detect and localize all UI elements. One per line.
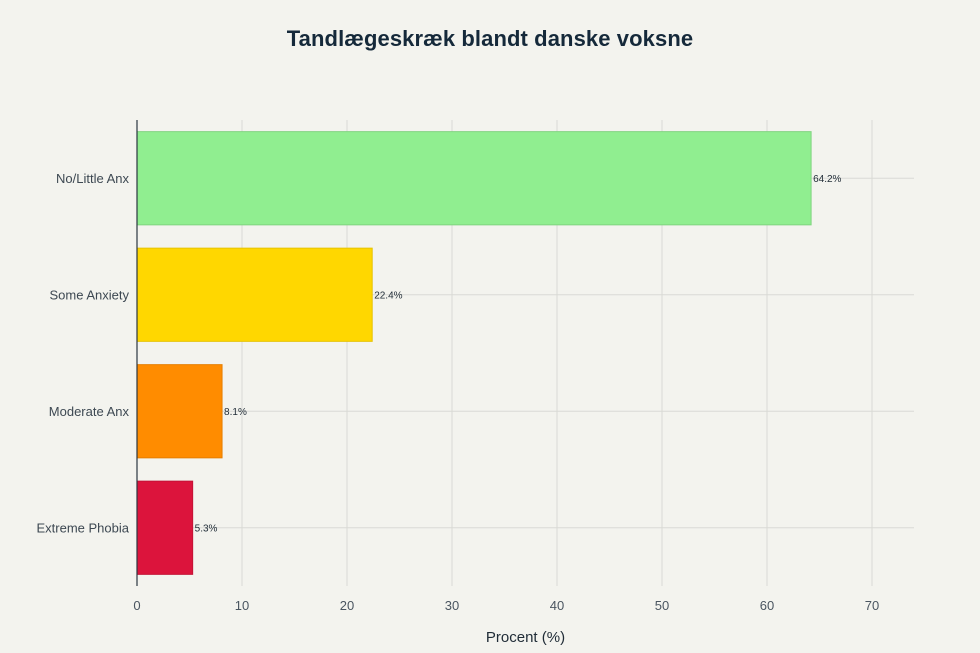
data-label: 64.2% (813, 174, 841, 185)
bar (136, 480, 194, 575)
x-axis-title: Procent (%) (486, 629, 565, 646)
labels: 0 10 20 30 40 50 60 70 No/Little Anx 64.2% Some An… (37, 171, 880, 613)
x-tick-label: 50 (655, 598, 669, 613)
x-tick-label: 70 (865, 598, 879, 613)
bar (136, 131, 812, 226)
category-label: Some Anxiety (50, 287, 130, 302)
x-tick-label: 40 (550, 598, 564, 613)
x-tick-label: 0 (133, 598, 140, 613)
data-label: 5.3% (195, 523, 218, 534)
x-tick-label: 60 (760, 598, 774, 613)
bar (136, 247, 373, 342)
category-label: No/Little Anx (56, 171, 129, 186)
category-label: Extreme Phobia (37, 520, 130, 535)
chart-title: Tandlægeskræk blandt danske voksne (286, 26, 694, 51)
bars (136, 131, 812, 575)
data-label: 8.1% (224, 407, 247, 418)
bar (136, 364, 223, 459)
x-tick-label: 20 (340, 598, 354, 613)
x-tick-label: 10 (235, 598, 249, 613)
category-label: Moderate Anx (49, 404, 130, 419)
x-tick-label: 30 (445, 598, 459, 613)
data-label: 22.4% (374, 290, 402, 301)
